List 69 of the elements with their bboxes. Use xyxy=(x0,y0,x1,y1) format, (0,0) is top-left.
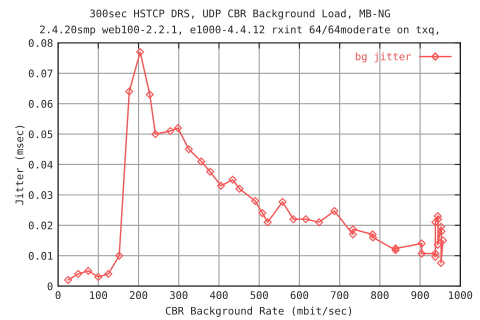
point xyxy=(236,184,244,193)
point xyxy=(84,266,92,275)
x-tick-label: 100 xyxy=(90,291,108,300)
y-tick-label: 0.07 xyxy=(28,70,52,78)
point xyxy=(278,198,287,206)
point xyxy=(258,209,266,218)
y-tick-label: 0 xyxy=(48,282,53,290)
point xyxy=(434,215,442,224)
point xyxy=(369,233,378,242)
x-tick-label: 800 xyxy=(371,291,389,300)
y-axis-title: Jitter (msec) xyxy=(15,126,25,205)
x-tick-label: 500 xyxy=(250,291,268,300)
point xyxy=(94,272,102,281)
point xyxy=(392,246,400,254)
point xyxy=(348,225,357,234)
point xyxy=(251,196,260,205)
point xyxy=(184,145,193,154)
point xyxy=(418,240,426,248)
point xyxy=(418,250,426,258)
point xyxy=(151,130,160,138)
point xyxy=(368,230,377,238)
point xyxy=(431,250,440,258)
point xyxy=(206,168,214,176)
point xyxy=(437,222,446,231)
y-tick-label: 0.06 xyxy=(28,100,53,108)
y-tick-label: 0.02 xyxy=(28,222,52,230)
y-tick-label: 0.08 xyxy=(28,39,53,48)
legend-label: bg jitter xyxy=(356,52,411,62)
point xyxy=(348,230,357,238)
point xyxy=(437,227,446,236)
point xyxy=(431,218,440,226)
y-tick-label: 0.04 xyxy=(28,160,53,169)
point xyxy=(392,244,400,252)
point xyxy=(104,270,112,278)
point xyxy=(434,212,442,220)
x-tick-label: 1000 xyxy=(449,291,472,300)
point xyxy=(146,90,154,99)
point xyxy=(289,215,298,224)
x-tick-label: 400 xyxy=(210,291,228,300)
point xyxy=(439,236,448,244)
x-tick-label: 700 xyxy=(330,291,348,300)
x-tick-label: 200 xyxy=(130,291,148,300)
y-tick-label: 0.03 xyxy=(28,191,52,200)
point xyxy=(315,218,324,226)
point xyxy=(136,48,144,56)
point xyxy=(431,252,440,261)
point xyxy=(228,176,237,184)
x-axis-title: CBR Background Rate (mbit/sec) xyxy=(166,306,352,317)
point xyxy=(264,218,272,226)
point xyxy=(197,157,206,166)
y-tick-label: 0.01 xyxy=(28,252,53,260)
y-tick-label: 0.05 xyxy=(28,130,52,138)
point xyxy=(434,240,442,249)
x-tick-label: 0 xyxy=(56,291,61,300)
x-tick-label: 900 xyxy=(411,291,429,300)
point xyxy=(115,252,124,260)
point xyxy=(437,258,446,267)
point xyxy=(216,182,225,190)
point xyxy=(125,88,134,96)
point xyxy=(174,124,182,132)
x-tick-label: 600 xyxy=(290,291,308,300)
point xyxy=(166,127,174,136)
point xyxy=(74,270,82,278)
point xyxy=(330,207,338,215)
chart-title: 300sec HSTCP DRS, UDP CBR Background Load, MB-NG xyxy=(90,9,390,20)
x-tick-label: 300 xyxy=(170,291,188,300)
point xyxy=(64,276,72,284)
chart-subtitle: 2.4.20smp web100-2.2.1, e1000-4.4.12 rxint 64/64moderate on txq, xyxy=(40,25,438,36)
point xyxy=(302,215,310,224)
